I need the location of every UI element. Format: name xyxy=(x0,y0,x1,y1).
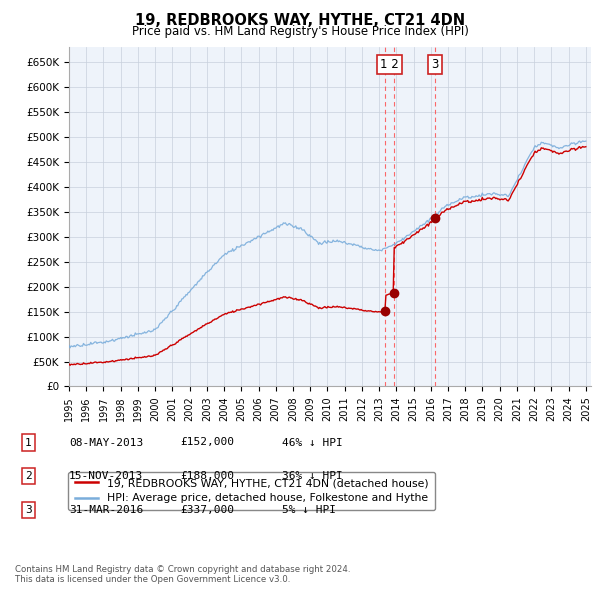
Text: Contains HM Land Registry data © Crown copyright and database right 2024.
This d: Contains HM Land Registry data © Crown c… xyxy=(15,565,350,584)
Text: 5% ↓ HPI: 5% ↓ HPI xyxy=(282,505,336,514)
Text: 1: 1 xyxy=(25,438,32,447)
Text: Price paid vs. HM Land Registry's House Price Index (HPI): Price paid vs. HM Land Registry's House … xyxy=(131,25,469,38)
Text: 1 2: 1 2 xyxy=(380,58,399,71)
Text: £152,000: £152,000 xyxy=(180,438,234,447)
Text: 19, REDBROOKS WAY, HYTHE, CT21 4DN: 19, REDBROOKS WAY, HYTHE, CT21 4DN xyxy=(135,13,465,28)
Legend: 19, REDBROOKS WAY, HYTHE, CT21 4DN (detached house), HPI: Average price, detache: 19, REDBROOKS WAY, HYTHE, CT21 4DN (deta… xyxy=(68,471,435,510)
Text: 3: 3 xyxy=(431,58,439,71)
Text: 46% ↓ HPI: 46% ↓ HPI xyxy=(282,438,343,447)
Text: 08-MAY-2013: 08-MAY-2013 xyxy=(69,438,143,447)
Text: 36% ↓ HPI: 36% ↓ HPI xyxy=(282,471,343,481)
Text: 3: 3 xyxy=(25,505,32,514)
Text: 31-MAR-2016: 31-MAR-2016 xyxy=(69,505,143,514)
Text: 2: 2 xyxy=(25,471,32,481)
Text: 15-NOV-2013: 15-NOV-2013 xyxy=(69,471,143,481)
Text: £188,000: £188,000 xyxy=(180,471,234,481)
Text: £337,000: £337,000 xyxy=(180,505,234,514)
